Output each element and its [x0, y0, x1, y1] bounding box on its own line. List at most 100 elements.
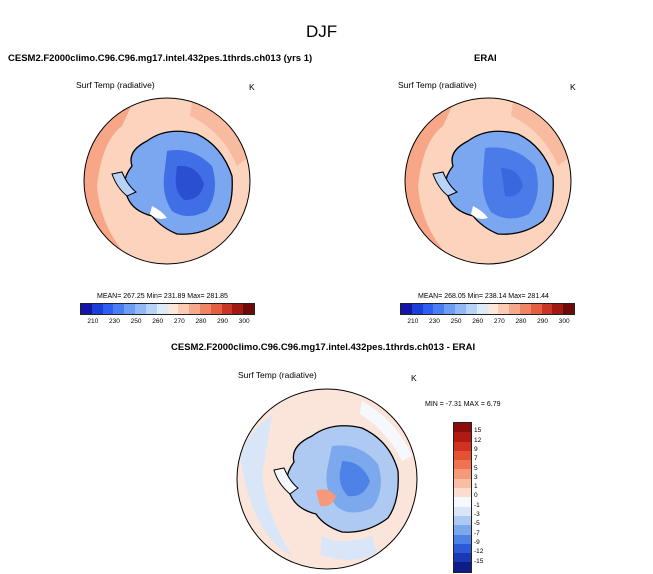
diff-ross-warm [316, 489, 336, 507]
colorbar-tick-label: 9 [474, 445, 478, 453]
colorbar-swatch [422, 304, 434, 314]
colorbar-swatch [145, 304, 157, 314]
colorbar-tick-label: 12 [474, 436, 482, 444]
diff-neutral-ne [360, 401, 412, 461]
figure-title: DJF [306, 22, 338, 41]
colorbar-tick-label: 280 [515, 318, 527, 325]
right-colorbar [400, 303, 575, 315]
colorbar-tick-label: -1 [474, 501, 480, 509]
left-polar-map [83, 97, 251, 265]
colorbar-swatch [454, 534, 471, 544]
colorbar-tick-label: 1 [474, 483, 478, 491]
right-peninsula [432, 171, 458, 197]
colorbar-tick-label: -3 [474, 511, 480, 518]
colorbar-tick-label: 290 [217, 318, 228, 325]
left-map-border [83, 97, 251, 265]
colorbar-swatch [563, 304, 574, 314]
colorbar-swatch [454, 478, 471, 489]
colorbar-swatch [433, 304, 445, 314]
colorbar-tick-label: 5 [474, 464, 478, 472]
colorbar-swatch [487, 304, 499, 314]
colorbar-tick-label: -12 [474, 548, 484, 556]
colorbar-swatch [124, 304, 136, 314]
right-warm-band-ne [511, 101, 571, 166]
right-map-border [404, 97, 572, 265]
left-stats: MEAN= 267.25 Min= 231.89 Max= 281.85 [97, 293, 228, 300]
diff-cool-west [240, 416, 292, 556]
colorbar-tick-label: 15 [474, 427, 482, 435]
right-units-label: K [570, 82, 576, 92]
colorbar-tick-label: 250 [450, 318, 462, 325]
colorbar-swatch [454, 497, 471, 507]
diff-cool-south [320, 536, 377, 560]
colorbar-swatch [189, 304, 200, 314]
colorbar-swatch [91, 304, 103, 314]
colorbar-tick-label: 250 [130, 318, 142, 325]
colorbar-swatch [454, 553, 471, 563]
colorbar-swatch [178, 304, 190, 314]
right-colorbar-ticks: 210 230 250 260 270 280 290 300 [402, 318, 575, 325]
diff-panel-title: CESM2.F2000climo.C96.C96.mg17.intel.432p… [171, 342, 476, 353]
colorbar-swatch [498, 304, 510, 314]
left-warm-band-ne [190, 101, 250, 166]
colorbar-swatch [454, 469, 471, 479]
colorbar-tick-label: 0 [474, 492, 478, 500]
colorbar-tick-label: 280 [195, 318, 207, 325]
colorbar-swatch [444, 304, 456, 314]
colorbar-swatch [199, 304, 211, 314]
colorbar-swatch [167, 304, 179, 314]
colorbar-tick-label: 230 [429, 318, 440, 325]
colorbar-swatch [476, 304, 488, 314]
colorbar-swatch [210, 304, 222, 314]
colorbar-swatch [243, 304, 254, 314]
diff-polar-map [236, 388, 418, 570]
colorbar-swatch [454, 515, 471, 526]
colorbar-tick-label: 3 [474, 473, 478, 481]
left-peninsula [111, 171, 137, 197]
colorbar-tick-label: 7 [474, 455, 478, 463]
colorbar-swatch [455, 304, 466, 314]
diff-units-label: K [411, 373, 417, 383]
colorbar-tick-label: -7 [474, 529, 480, 537]
colorbar-swatch [509, 304, 520, 314]
right-plateau-coldest [501, 168, 523, 197]
colorbar-tick-label: 260 [152, 318, 164, 325]
colorbar-tick-label: 230 [109, 318, 120, 325]
colorbar-swatch [102, 304, 114, 314]
colorbar-tick-label: 210 [407, 318, 419, 325]
diff-stats: MIN = -7.31 MAX = 6.79 [425, 401, 501, 408]
colorbar-tick-label: 300 [238, 318, 250, 325]
colorbar-swatch [401, 304, 412, 314]
colorbar-swatch [541, 304, 553, 314]
diff-colorbar [453, 422, 472, 573]
colorbar-swatch [454, 423, 471, 433]
colorbar-swatch [454, 525, 471, 535]
left-ross-shelf [150, 206, 167, 219]
colorbar-swatch [135, 304, 146, 314]
colorbar-swatch [552, 304, 564, 314]
colorbar-swatch [454, 506, 471, 516]
left-units-label: K [249, 82, 255, 92]
colorbar-tick-label: -5 [474, 520, 480, 528]
colorbar-swatch [465, 304, 477, 314]
left-plateau-coldest [175, 165, 204, 201]
colorbar-tick-label: 270 [493, 318, 505, 325]
colorbar-swatch [232, 304, 244, 314]
colorbar-tick-label: 210 [87, 318, 99, 325]
diff-colorbar-ticks: 15 12 9 7 5 3 1 0 -1 -3 -5 -7 -9 -12 -15 [474, 422, 494, 572]
colorbar-swatch [454, 450, 471, 461]
colorbar-swatch [156, 304, 168, 314]
colorbar-swatch [454, 441, 471, 451]
colorbar-swatch [454, 488, 471, 498]
diff-peninsula [273, 467, 299, 495]
right-ross-shelf [471, 206, 488, 219]
colorbar-swatch [530, 304, 542, 314]
right-variable-label: Surf Temp (radiative) [398, 80, 477, 90]
colorbar-tick-label: 300 [558, 318, 570, 325]
colorbar-tick-label: -15 [474, 557, 484, 565]
colorbar-swatch [454, 432, 471, 442]
colorbar-swatch [113, 304, 125, 314]
diff-variable-label: Surf Temp (radiative) [238, 370, 317, 380]
right-polar-map [404, 97, 572, 265]
right-panel-title: ERAI [474, 53, 497, 64]
